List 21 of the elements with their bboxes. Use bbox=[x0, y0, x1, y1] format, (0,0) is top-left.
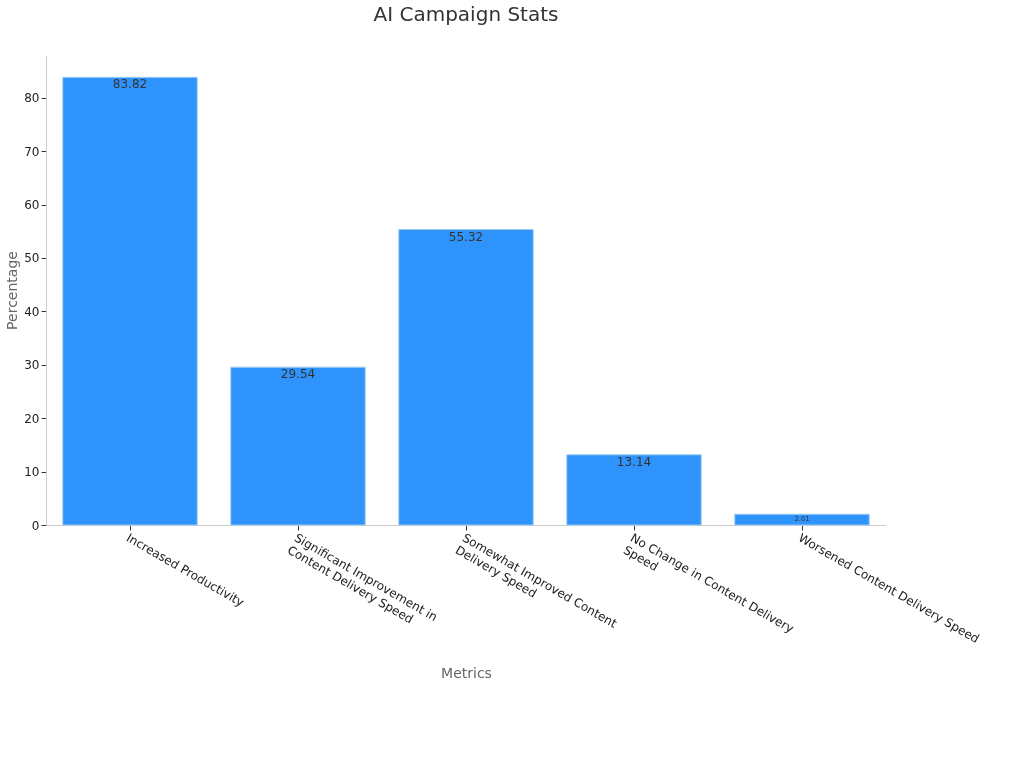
y-tick-label: 60 bbox=[24, 198, 40, 213]
y-tick-label: 80 bbox=[24, 91, 40, 106]
y-tick-label: 50 bbox=[24, 251, 40, 266]
y-tick-label: 40 bbox=[24, 304, 40, 319]
data-label: 13.14 bbox=[616, 454, 652, 469]
y-tick-label: 10 bbox=[24, 465, 40, 480]
data-label: 83.82 bbox=[112, 77, 148, 92]
bar bbox=[566, 454, 702, 526]
y-tick-label: 30 bbox=[24, 358, 40, 373]
y-tick-label: 0 bbox=[31, 518, 40, 533]
bar bbox=[398, 229, 534, 526]
data-label: 29.54 bbox=[280, 367, 316, 382]
bar bbox=[62, 76, 198, 526]
y-axis-title: Percentage bbox=[4, 251, 21, 330]
bar bbox=[230, 366, 366, 526]
x-axis-title: Metrics bbox=[441, 665, 492, 682]
data-label: 55.32 bbox=[448, 229, 484, 244]
y-tick-label: 70 bbox=[24, 144, 40, 159]
bar bbox=[734, 513, 870, 526]
chart-title: AI Campaign Stats bbox=[373, 2, 559, 26]
y-tick-label: 20 bbox=[24, 411, 40, 426]
